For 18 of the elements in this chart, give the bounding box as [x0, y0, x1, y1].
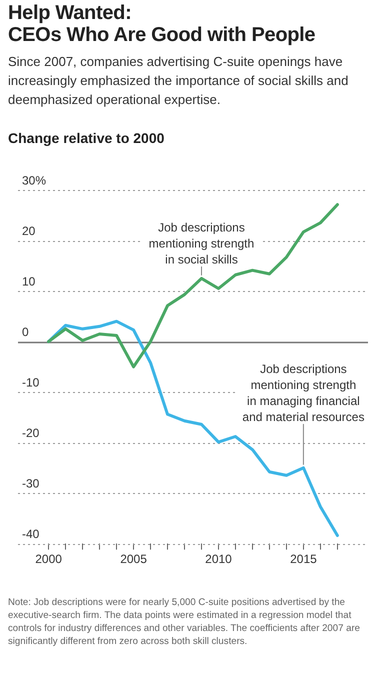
x-tick-label: 2015: [290, 552, 318, 566]
chart-title: Help Wanted: CEOs Who Are Good with People: [8, 2, 316, 46]
y-tick-label: -10: [22, 375, 40, 390]
y-tick-label: -20: [22, 426, 40, 440]
x-tick-label: 2000: [35, 552, 62, 566]
y-tick-label: 10: [22, 274, 36, 288]
chart-subtitle: Since 2007, companies advertising C-suite openings have increasingly emphasized the importance of social skills and deemphasized operational expertise.: [8, 53, 350, 109]
text: Note: Job descriptions were for nearly 5,000 C-suite positions advertised by the executive-search firm. The data points were estimated in a regression model that controls for industry differences and other variables. The coefficients after 2007 are significantly different from zero across both skill clusters.: [8, 596, 361, 648]
y-tick-label: 20: [22, 224, 36, 238]
x-tick-label: 2010: [205, 552, 232, 566]
y-axis-title: Change relative to 2000: [8, 130, 164, 146]
y-tick-label: 30%: [22, 173, 46, 188]
y-tick-label: -30: [22, 476, 40, 490]
annotation: Job descriptions mentioning strength in managing financial and material resources: [242, 362, 364, 424]
annotation: Job descriptions mentioning strength in social skills: [148, 220, 254, 267]
x-tick-label: 2005: [120, 552, 148, 566]
y-tick-label: 0: [22, 324, 29, 339]
y-tick-label: -40: [22, 526, 40, 541]
